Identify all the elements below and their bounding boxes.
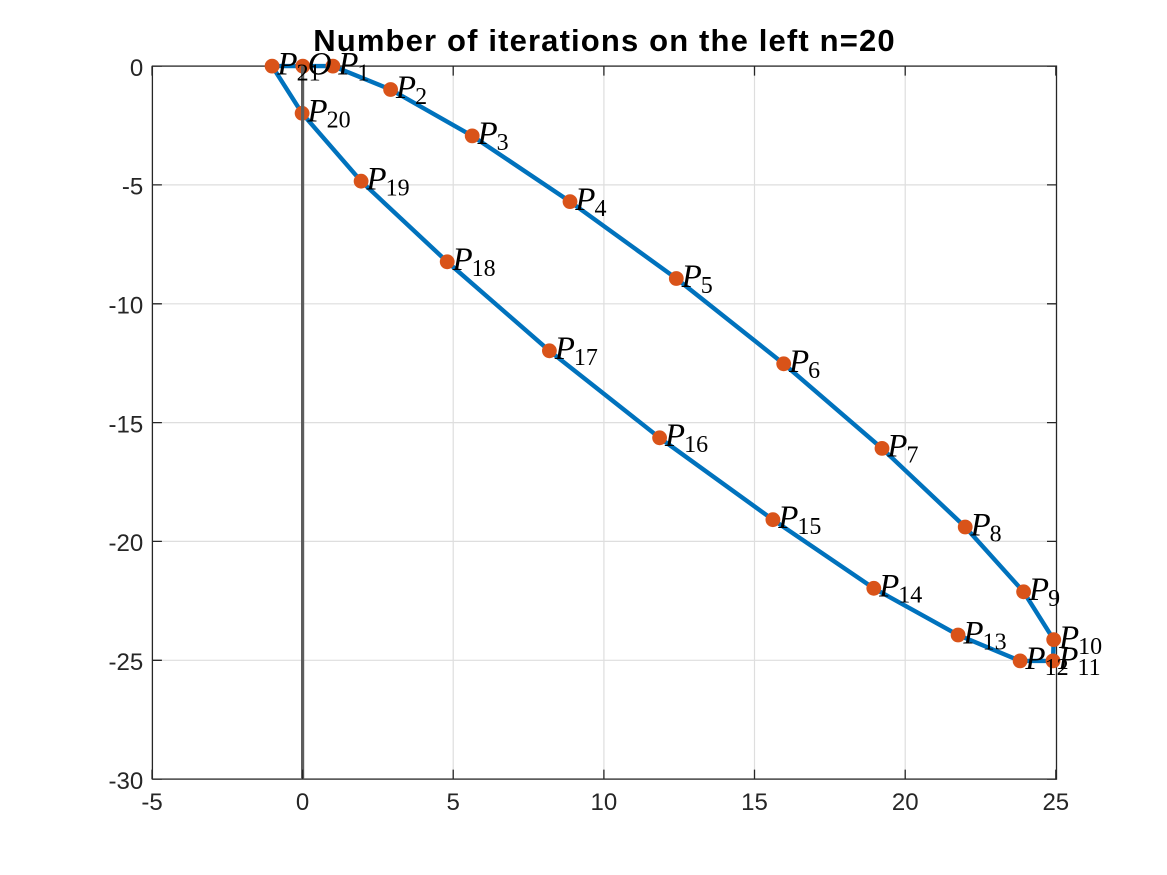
svg-text:0: 0 — [296, 789, 309, 816]
svg-text:-5: -5 — [122, 174, 143, 201]
svg-text:-20: -20 — [109, 530, 144, 557]
svg-text:P1: P1 — [337, 46, 369, 86]
svg-text:-15: -15 — [109, 411, 144, 438]
svg-text:5: 5 — [447, 789, 460, 816]
svg-text:10: 10 — [591, 789, 618, 816]
svg-text:P9: P9 — [1028, 572, 1060, 612]
svg-text:Number of iterations on the le: Number of iterations on the left n=20 — [313, 23, 896, 58]
svg-text:-5: -5 — [141, 789, 162, 816]
svg-text:P2: P2 — [395, 70, 427, 110]
svg-text:-25: -25 — [109, 649, 144, 676]
svg-text:0: 0 — [130, 55, 143, 82]
svg-text:P10: P10 — [1058, 620, 1102, 660]
svg-text:-10: -10 — [109, 293, 144, 320]
svg-text:O: O — [308, 47, 332, 83]
svg-text:P6: P6 — [788, 344, 820, 384]
svg-text:15: 15 — [741, 789, 768, 816]
svg-text:25: 25 — [1042, 789, 1069, 816]
svg-text:20: 20 — [892, 789, 919, 816]
svg-text:-30: -30 — [109, 768, 144, 795]
